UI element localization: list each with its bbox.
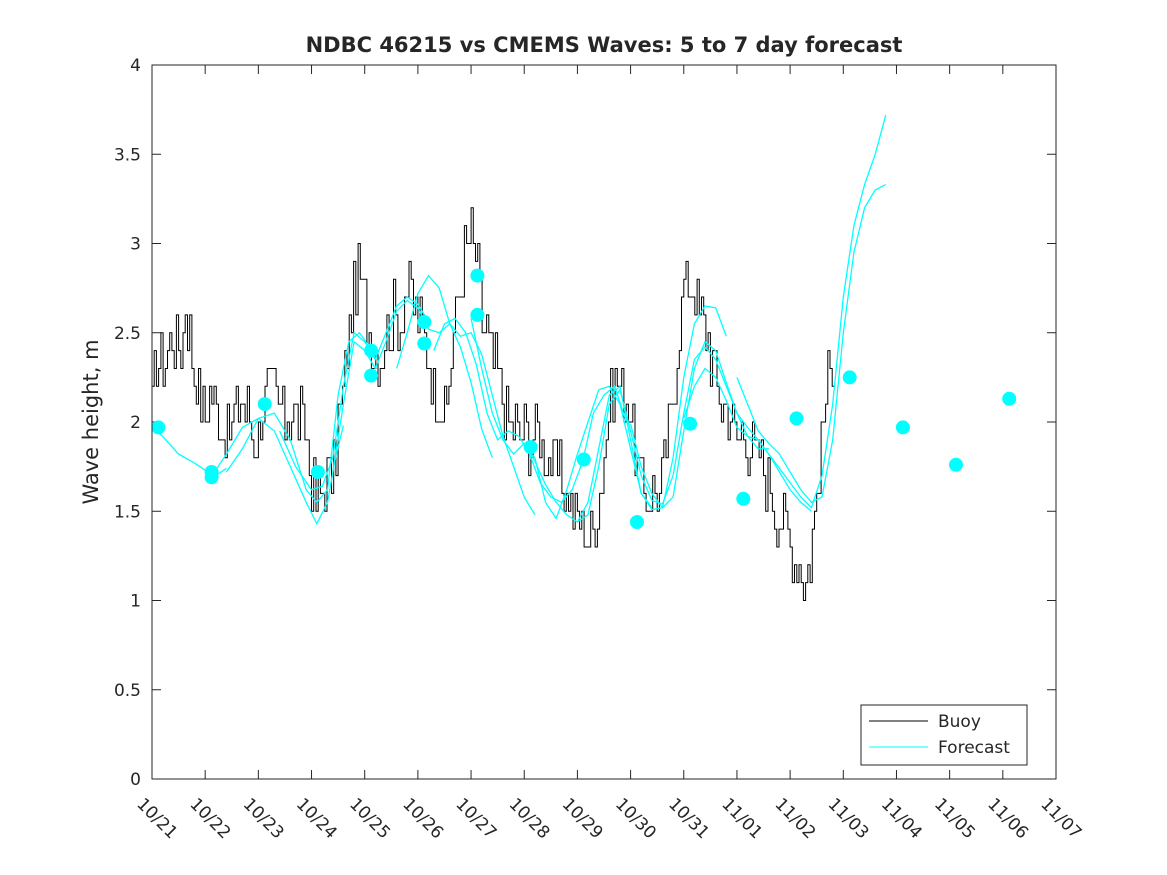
- forecast-line: [225, 331, 376, 504]
- forecast-marker: [523, 440, 538, 454]
- forecast-marker: [417, 336, 432, 351]
- forecast-markers: [151, 268, 1017, 529]
- y-tick-label: 3.5: [114, 145, 141, 165]
- legend-label-forecast: Forecast: [938, 738, 1010, 758]
- y-tick-label: 3: [130, 235, 141, 255]
- y-tick-label: 0.5: [114, 681, 141, 701]
- forecast-marker: [151, 420, 166, 435]
- y-tick-label: 1.5: [114, 502, 141, 522]
- forecast-marker: [895, 420, 910, 435]
- forecast-line: [279, 296, 430, 491]
- forecast-marker: [310, 465, 325, 479]
- forecast-marker: [417, 315, 432, 329]
- forecast-marker: [842, 370, 857, 385]
- forecast-marker: [1002, 391, 1017, 406]
- forecast-marker: [364, 368, 379, 383]
- legend-box: [860, 704, 1028, 766]
- forecast-marker: [257, 397, 272, 412]
- y-tick-label: 1: [130, 592, 141, 612]
- forecast-line: [523, 305, 727, 520]
- y-tick-label: 2: [130, 413, 141, 433]
- forecast-marker: [470, 268, 485, 283]
- forecast-line: [433, 317, 626, 504]
- chart-title: NDBC 46215 vs CMEMS Waves: 5 to 7 day fo…: [306, 33, 903, 57]
- forecast-marker: [576, 452, 591, 467]
- forecast-marker: [204, 470, 219, 485]
- y-tick-label: 0: [130, 770, 141, 790]
- y-tick-label: 2.5: [114, 324, 141, 344]
- forecast-marker: [364, 343, 379, 358]
- plot-frame: [151, 64, 1057, 780]
- forecast-line: [683, 114, 887, 509]
- forecast-marker: [789, 411, 804, 426]
- forecast-line: [629, 340, 812, 512]
- y-axis-label: Wave height, m: [79, 339, 103, 504]
- forecast-marker: [630, 515, 644, 529]
- forecast-line: [205, 417, 345, 526]
- forecast-line: [736, 184, 887, 504]
- buoy-line: [152, 207, 835, 601]
- forecast-marker: [949, 457, 963, 472]
- forecast-marker: [736, 491, 751, 506]
- forecast-marker: [683, 416, 698, 431]
- forecast-marker: [470, 307, 485, 322]
- y-tick-label: 4: [130, 56, 141, 76]
- legend: Buoy Forecast: [860, 704, 1028, 766]
- forecast-line: [332, 299, 493, 473]
- legend-label-buoy: Buoy: [938, 712, 981, 732]
